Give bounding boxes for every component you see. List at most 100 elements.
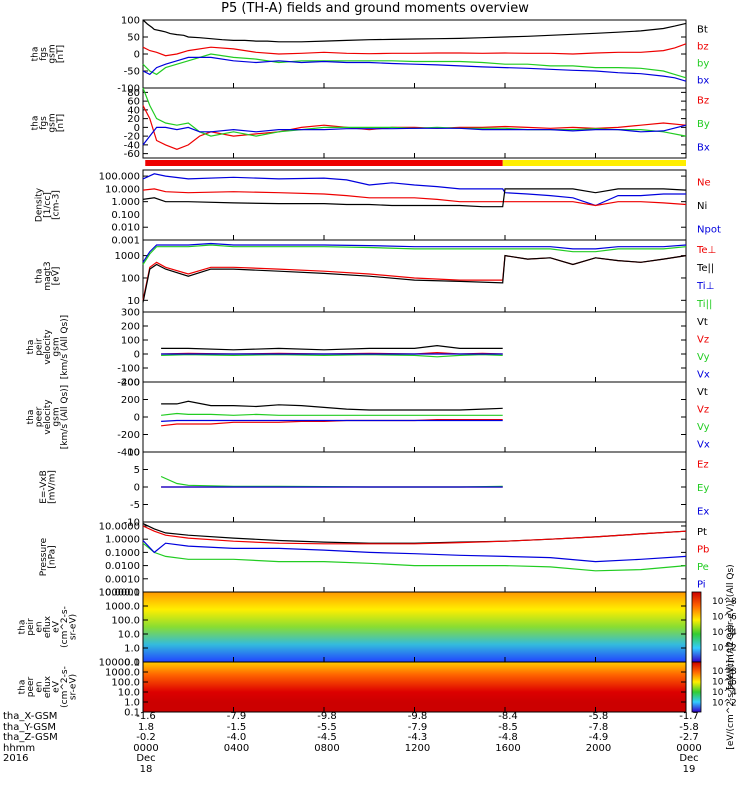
temperature-series-3 (142, 244, 687, 265)
temperature-series-2 (142, 242, 687, 263)
efield-ytick-label-1: 5 (134, 465, 140, 476)
peir_velocity-ytick-label-2: 100 (121, 336, 140, 347)
ephem-row-label: tha_X-GSM (3, 711, 58, 722)
temperature-legend-1: Te|| (696, 263, 714, 274)
ephem-value: 0800 (314, 742, 340, 754)
ephem-value: 0000 (676, 742, 702, 754)
pressure-series-1 (142, 525, 687, 545)
ephem-value: -0.2 (136, 732, 156, 744)
fgs_gsm_d-ylabel-3: [nT] (56, 114, 66, 132)
peir_velocity-series-2 (161, 354, 503, 358)
peir_velocity-legend-2: Vy (697, 352, 710, 363)
fgs_gsm-ylabel-2: gsm (47, 44, 57, 63)
peer_velocity-legend-0: Vt (697, 387, 708, 398)
peir_velocity-legend-3: Vx (697, 369, 710, 380)
peer_velocity-legend-3: Vx (697, 439, 710, 450)
fgs_gsm_d-legend-2: Bx (697, 142, 710, 153)
peer_spec-colorbar-tick-3: 10^2 (712, 699, 737, 709)
peir_spec-spectrogram (143, 592, 686, 662)
peer_spec-colorbar-tick-0: 10^8 (712, 667, 737, 677)
ephem-value: -7.9 (226, 711, 247, 722)
peir_spec-ylabel-6: sr-eV) (69, 614, 79, 640)
efield-ylabel-1: [mV/m] (47, 470, 57, 504)
peir_spec-colorbar-label: [eV/(cm^2-s-sr-eV)] (All Qs) (726, 564, 736, 689)
fgs_gsm_d-panel-frame (142, 87, 687, 159)
peir_spec-ylabel-1: peir (26, 618, 36, 636)
peir_spec-colorbar-tick-2: 10^4 (712, 628, 737, 638)
peer_spec-ylabel-5: (cm^2-s- (60, 666, 70, 708)
peer_velocity-panel-frame (142, 381, 687, 453)
density-ytick-label-0: 100.000 (99, 172, 140, 183)
peir_spec-ylabel-4: eV (52, 620, 62, 633)
peer_spec-colorbar-tick-1: 10^6 (712, 678, 737, 688)
fgs_gsm-legend-3: bx (697, 76, 709, 87)
peir_velocity-ytick-label-4: -100 (117, 364, 140, 375)
peer_spec-ytick-label-5: 0.1 (124, 708, 140, 719)
density-ytick-label-1: 1.000 (111, 197, 140, 208)
peer_spec-ylabel-3: eflux (43, 675, 53, 698)
peir_spec-ytick-label-1: 1000.0 (105, 602, 140, 613)
fgs_gsm_d-series-0 (142, 105, 687, 150)
fgs_gsm_d-legend-1: By (697, 119, 710, 130)
peer_spec-colorbar-label: [eV/(cm^2-s-sr-eV)] (All Qs) (726, 624, 736, 749)
pressure-ytick-label-3: 0.0100 (105, 561, 140, 572)
peir_spec-ylabel-2: en (35, 621, 45, 632)
density-legend-0: Ne (697, 178, 711, 189)
fgs_gsm-series-2 (142, 53, 687, 79)
peer_velocity-series-2 (161, 412, 503, 416)
ephem-value: -1.5 (226, 721, 247, 733)
fgs_gsm-legend-0: Bt (697, 25, 708, 36)
ephem-value: -5.8 (679, 721, 699, 733)
peer_spec-ylabel-0: tha (18, 680, 28, 695)
peer_spec-ytick-label-2: 100.0 (111, 678, 140, 689)
peer_spec-colorbar (691, 661, 702, 713)
density-ylabel-2: [cm-3] (52, 190, 62, 220)
density-series-1 (142, 188, 687, 207)
fgs_gsm_d-series-2 (142, 124, 687, 146)
peir_velocity-legend-0: Vt (697, 317, 708, 328)
ephem-value: Dec 18 (136, 753, 156, 775)
pressure-panel-frame (142, 521, 687, 593)
peer_spec-ylabel-4: eV (52, 680, 62, 693)
fgs_gsm-ytick-label-2: 0 (134, 50, 140, 61)
efield-ytick-label-2: 0 (134, 483, 140, 494)
peer_velocity-ytick-label-2: 0 (134, 413, 140, 424)
peer_velocity-ytick-label-4: -400 (117, 448, 140, 459)
peer_spec-ylabel-1: peer (26, 676, 36, 697)
pressure-ylabel-0: Pressure (39, 537, 49, 576)
fgs_gsm_d-legend-0: Bz (697, 96, 709, 107)
ephem-value: -8.4 (498, 711, 518, 722)
pressure-ytick-label-0: 10.0000 (99, 521, 140, 532)
peer_velocity-ytick-label-1: 200 (121, 395, 140, 406)
page-title: P5 (TH-A) fields and ground moments over… (221, 1, 529, 16)
pressure-ytick-label-1: 1.0000 (105, 535, 140, 546)
fgs_gsm-series-3 (142, 56, 687, 82)
fgs_gsm-series-0 (142, 19, 687, 43)
pressure-legend-3: Pi (697, 579, 706, 590)
density-legend-1: Ni (697, 201, 707, 212)
efield-ytick-label-3: -5 (130, 500, 140, 511)
temperature-series-1 (142, 254, 687, 303)
density-ylabel-0: Density (35, 187, 45, 222)
ephem-value: 0400 (223, 742, 250, 754)
peir_spec-ylabel-5: (cm^2-s- (60, 606, 70, 648)
pressure-ytick-label-2: 0.1000 (105, 548, 140, 559)
fgs_gsm-ytick-label-1: 50 (127, 33, 140, 44)
peir_velocity-ylabel-1: peir (35, 338, 45, 356)
peir_spec-colorbar-tick-3: 10^2 (712, 644, 737, 654)
peir_velocity-series-0 (161, 344, 503, 351)
density-series-0 (142, 173, 686, 207)
peir_velocity-ytick-label-5: -200 (117, 378, 140, 389)
density-ytick-label-2: 0.010 (111, 223, 140, 234)
ephem-value: 2000 (585, 742, 612, 754)
peir_spec-ylabel-3: eflux (43, 615, 53, 638)
peer_velocity-series-1 (161, 419, 503, 427)
fgs_gsm_d-ytick-label-6: -40 (124, 140, 140, 151)
peer_spec-colorbar-tick-2: 10^4 (712, 688, 737, 698)
peir_spec-ytick-label-0: 10000.0 (99, 588, 140, 599)
peer_velocity-ytick-label-3: -200 (117, 430, 140, 441)
ephem-value: 1.8 (138, 721, 154, 733)
fgs_gsm_d-ytick-label-2: 40 (127, 105, 140, 116)
ephem-row-label: 2016 (3, 753, 29, 765)
